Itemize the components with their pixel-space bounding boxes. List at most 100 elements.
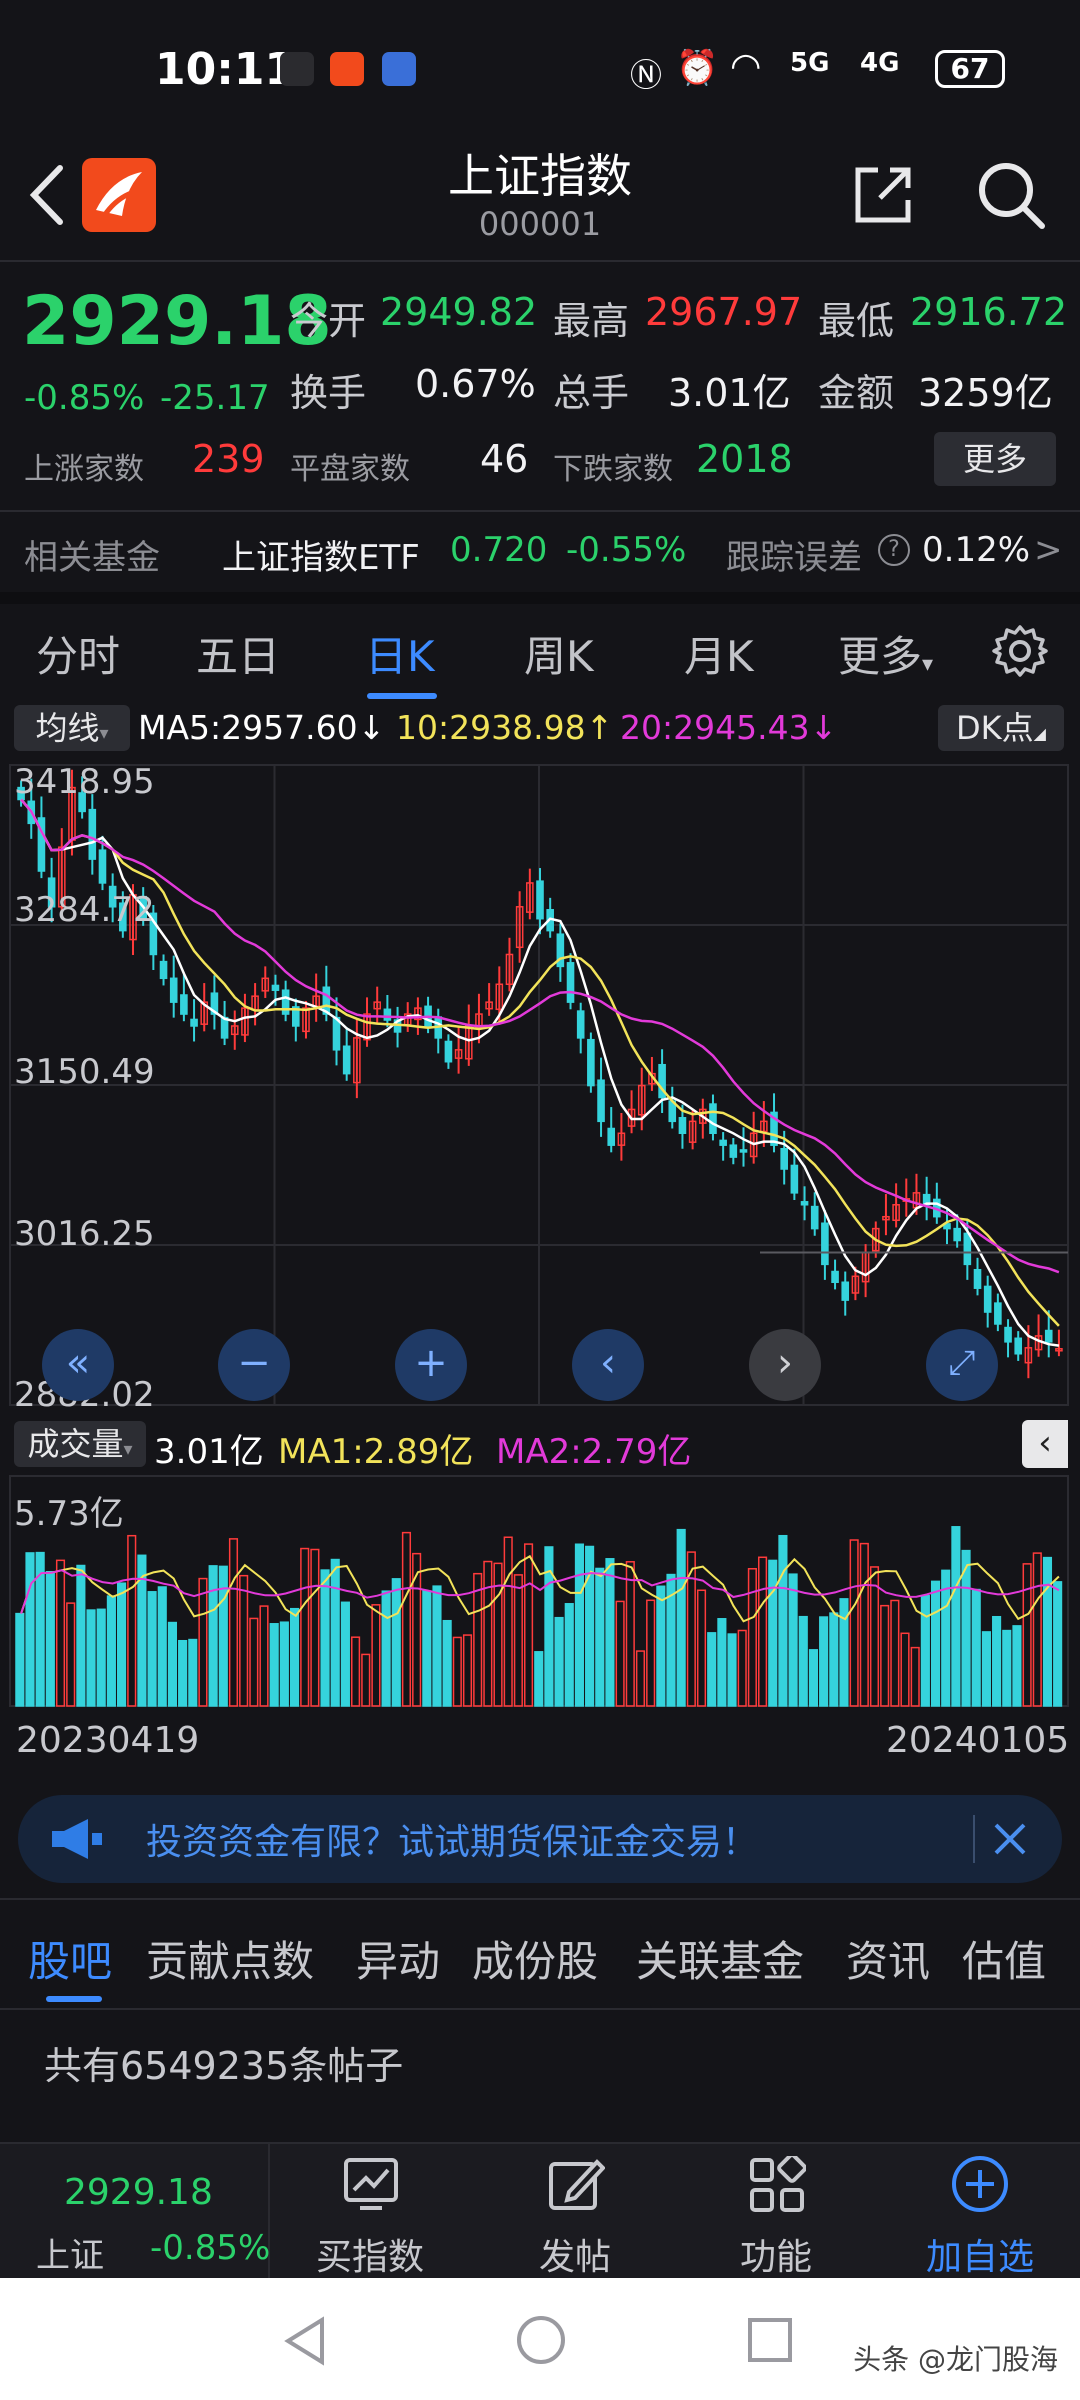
zoom-in-icon[interactable]: +	[395, 1329, 467, 1401]
rewind-fast-icon[interactable]: «	[42, 1329, 114, 1401]
candle	[637, 1084, 646, 1116]
signal-4g-label: 4G	[860, 48, 900, 78]
tab-more[interactable]: 更多▾	[838, 623, 933, 684]
tab-intraday[interactable]: 分时	[36, 632, 121, 681]
back-arrow-icon[interactable]	[22, 160, 72, 230]
candlestick-chart[interactable]	[0, 755, 1080, 1415]
collapse-panel-icon[interactable]: ‹	[1022, 1420, 1068, 1468]
more-button[interactable]: 更多	[934, 432, 1056, 486]
system-nav-bar	[0, 2278, 1080, 2400]
tab-five-day[interactable]: 五日	[196, 632, 281, 681]
ma10-line	[20, 798, 1060, 1327]
system-recents-icon[interactable]	[746, 2316, 794, 2364]
volume-bar	[483, 1560, 493, 1707]
volume-bar	[585, 1545, 595, 1707]
tab-weekly-k[interactable]: 周K	[524, 632, 594, 681]
nav-buy-index[interactable]: 买指数	[300, 2142, 440, 2278]
volume-bar	[127, 1534, 137, 1707]
ma20-value: 20:2945.43↓	[620, 708, 838, 747]
divider	[0, 1898, 1080, 1900]
system-home-icon[interactable]	[515, 2314, 567, 2366]
candle	[526, 882, 534, 913]
candle	[261, 977, 270, 992]
tab-daily-k[interactable]: 日K	[365, 632, 435, 681]
share-icon[interactable]	[850, 162, 916, 228]
tab-monthly-k[interactable]: 月K	[684, 632, 754, 681]
settings-gear-icon[interactable]	[990, 621, 1050, 681]
scroll-left-icon[interactable]: ‹	[572, 1329, 644, 1401]
candle	[678, 1117, 687, 1135]
edit-pencil-icon	[549, 2159, 605, 2210]
candle	[220, 1016, 229, 1039]
nav-post[interactable]: 发帖	[505, 2142, 645, 2278]
dropdown-caret-icon: ▾	[922, 652, 934, 677]
volume-bar	[605, 1558, 615, 1707]
volume-bar	[106, 1595, 116, 1707]
y-tick-label: 3284.72	[14, 890, 155, 930]
chart-trend-icon	[344, 2158, 398, 2210]
help-icon[interactable]: ?	[878, 534, 910, 566]
scroll-right-icon[interactable]: ›	[749, 1329, 821, 1401]
candle	[739, 1149, 748, 1153]
candle	[271, 984, 280, 991]
tab-movements[interactable]: 异动	[356, 1937, 441, 1986]
divider	[0, 510, 1080, 512]
promo-banner[interactable]: 投资资金有限？试试期货保证金交易！	[18, 1795, 1062, 1883]
tab-forum[interactable]: 股吧	[28, 1937, 113, 1986]
app-logo-icon	[82, 158, 156, 232]
expand-icon[interactable]: ⤢	[926, 1329, 998, 1401]
volume-bar	[259, 1605, 269, 1707]
volume-bar	[686, 1551, 696, 1707]
nav-quote-summary[interactable]: 2929.18 上证 -0.85%	[0, 2142, 270, 2278]
candle	[831, 1270, 839, 1284]
volume-bar	[137, 1554, 147, 1707]
volume-bar	[66, 1602, 76, 1707]
candle	[159, 960, 168, 980]
volume-bar	[768, 1559, 778, 1707]
ma-selector-chip[interactable]: 均线▾	[14, 705, 130, 751]
nav-add-watchlist[interactable]: 加自选	[910, 2142, 1050, 2278]
index-code: 000001	[478, 205, 602, 243]
volume-bar	[116, 1582, 127, 1707]
volume-bar	[737, 1629, 747, 1707]
up-count-label: 上涨家数	[24, 452, 144, 487]
volume-bar	[1012, 1625, 1022, 1707]
volume-bar	[615, 1600, 625, 1707]
current-price: 2929.18	[22, 282, 332, 361]
volume-bar	[564, 1603, 574, 1707]
ma5-line	[20, 798, 1060, 1347]
tab-related-funds[interactable]: 关联基金	[636, 1937, 805, 1986]
search-icon[interactable]	[974, 158, 1048, 232]
close-icon[interactable]	[990, 1819, 1030, 1859]
related-fund-row[interactable]: 相关基金 上证指数ETF 0.720 -0.55% 跟踪误差 ? 0.12% >	[0, 512, 1080, 592]
nav-post-label: 发帖	[538, 2237, 611, 2278]
candle	[373, 1001, 382, 1010]
turnover-value: 0.67%	[415, 362, 536, 406]
volume-bar	[544, 1546, 554, 1707]
page-title: 上证指数	[448, 149, 632, 203]
high-value: 2967.97	[645, 290, 803, 334]
dk-point-button[interactable]: DK点◢	[938, 705, 1064, 751]
indicator-selector-chip[interactable]: 成交量▾	[14, 1421, 146, 1467]
nav-functions[interactable]: 功能	[706, 2142, 846, 2278]
tab-contribution-points[interactable]: 贡献点数	[146, 1937, 315, 1986]
tab-valuation[interactable]: 估值	[962, 1937, 1047, 1986]
volume-bar	[371, 1604, 381, 1707]
tab-news[interactable]: 资讯	[846, 1937, 931, 1986]
zoom-out-icon[interactable]: −	[218, 1329, 290, 1401]
volume-bar	[523, 1543, 534, 1707]
volume-chart[interactable]	[0, 1468, 1080, 1708]
candle	[88, 808, 97, 860]
tab-constituents[interactable]: 成份股	[472, 1937, 599, 1986]
info-tabs: 股吧 贡献点数 异动 成份股 关联基金 资讯 估值	[0, 1900, 1080, 2010]
volume-bar	[798, 1615, 808, 1707]
volume-bar	[534, 1651, 544, 1707]
system-back-icon[interactable]	[282, 2316, 328, 2366]
volume-bar	[45, 1570, 55, 1707]
volume-bar	[218, 1565, 228, 1707]
nav-change: -0.85%	[150, 2228, 271, 2268]
promo-text: 投资资金有限？试试期货保证金交易！	[146, 1822, 759, 1863]
candle	[607, 1127, 616, 1146]
candle	[698, 1108, 707, 1124]
down-count-label: 下跌家数	[553, 452, 673, 487]
